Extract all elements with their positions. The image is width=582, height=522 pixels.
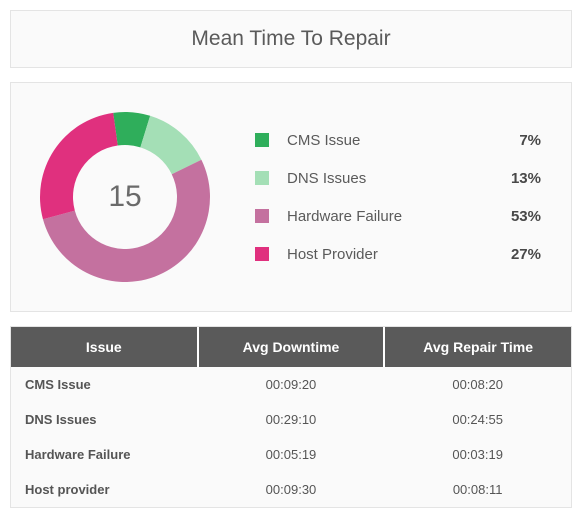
legend-row: CMS Issue7% — [255, 121, 541, 159]
col-repairtime: Avg Repair Time — [384, 327, 571, 367]
table-row: CMS Issue00:09:2000:08:20 — [11, 367, 571, 402]
repair-table: Issue Avg Downtime Avg Repair Time CMS I… — [11, 327, 571, 507]
legend-value: 27% — [511, 246, 541, 263]
legend-swatch — [255, 171, 269, 185]
donut-chart: 15 — [35, 107, 215, 287]
legend-value: 53% — [511, 208, 541, 225]
table-row: Host provider00:09:3000:08:11 — [11, 472, 571, 507]
table-row: DNS Issues00:29:1000:24:55 — [11, 402, 571, 437]
chart-legend: CMS Issue7%DNS Issues13%Hardware Failure… — [255, 121, 541, 273]
legend-label: Hardware Failure — [287, 208, 511, 225]
table-cell: 00:08:11 — [384, 472, 571, 507]
legend-row: DNS Issues13% — [255, 159, 541, 197]
legend-row: Host Provider27% — [255, 235, 541, 273]
table-cell: DNS Issues — [11, 402, 198, 437]
table-cell: 00:09:30 — [198, 472, 385, 507]
legend-value: 13% — [511, 170, 541, 187]
legend-label: DNS Issues — [287, 170, 511, 187]
header-panel: Mean Time To Repair — [10, 10, 572, 68]
legend-row: Hardware Failure53% — [255, 197, 541, 235]
table-cell: CMS Issue — [11, 367, 198, 402]
legend-label: CMS Issue — [287, 132, 519, 149]
donut-slice-3 — [40, 113, 118, 219]
col-downtime: Avg Downtime — [198, 327, 385, 367]
table-cell: Hardware Failure — [11, 437, 198, 472]
legend-swatch — [255, 209, 269, 223]
table-cell: Host provider — [11, 472, 198, 507]
dashboard-card: Mean Time To Repair 15 CMS Issue7%DNS Is… — [0, 0, 582, 522]
table-row: Hardware Failure00:05:1900:03:19 — [11, 437, 571, 472]
legend-label: Host Provider — [287, 246, 511, 263]
table-cell: 00:09:20 — [198, 367, 385, 402]
table-cell: 00:08:20 — [384, 367, 571, 402]
table-cell: 00:29:10 — [198, 402, 385, 437]
col-issue: Issue — [11, 327, 198, 367]
table-panel: Issue Avg Downtime Avg Repair Time CMS I… — [10, 326, 572, 508]
legend-swatch — [255, 247, 269, 261]
table-cell: 00:03:19 — [384, 437, 571, 472]
table-cell: 00:05:19 — [198, 437, 385, 472]
legend-swatch — [255, 133, 269, 147]
table-cell: 00:24:55 — [384, 402, 571, 437]
legend-value: 7% — [519, 132, 541, 149]
donut-svg — [35, 107, 215, 287]
chart-panel: 15 CMS Issue7%DNS Issues13%Hardware Fail… — [10, 82, 572, 312]
page-title: Mean Time To Repair — [191, 27, 390, 51]
table-header-row: Issue Avg Downtime Avg Repair Time — [11, 327, 571, 367]
